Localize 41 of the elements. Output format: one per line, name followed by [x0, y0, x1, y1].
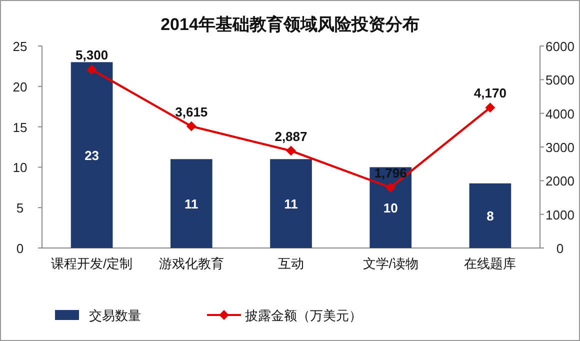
y-tick-label: 15	[12, 120, 28, 135]
data-label: 10	[383, 200, 398, 216]
data-label: 2,887	[274, 128, 308, 144]
data-label: 11	[284, 196, 298, 212]
bar	[70, 62, 113, 248]
y2-tick-label: 2000	[546, 174, 574, 189]
point	[386, 182, 396, 193]
data-label: 11	[184, 196, 198, 212]
bar	[170, 159, 212, 248]
x-tick-label: 课程开发/定制	[50, 256, 133, 271]
y2-tick-label: 1000	[546, 207, 574, 222]
data-label: 8	[486, 208, 494, 224]
y-tick-label: 5	[16, 200, 24, 216]
chart-title: 2014年基础教育领域风险投资分布	[160, 14, 420, 34]
y-tick-label: 20	[12, 79, 28, 94]
y-tick-label: 10	[12, 160, 28, 176]
y2-tick-label: 5000	[546, 72, 574, 88]
x-tick-label: 在线题库	[464, 256, 516, 271]
data-label: 5,300	[76, 48, 108, 63]
data-label: 3,615	[175, 104, 208, 120]
point	[186, 121, 196, 132]
legend-label: 披露金额（万美元）	[245, 308, 362, 323]
y-tick-label: 0	[16, 241, 24, 256]
y2-tick-label: 3000	[546, 140, 574, 155]
point	[485, 102, 496, 113]
y-tick-label: 25	[12, 39, 28, 54]
y2-tick-label: 0	[556, 241, 564, 256]
bar	[370, 167, 412, 248]
data-label: 23	[84, 148, 100, 164]
bar	[469, 183, 512, 248]
x-tick-label: 文学/读物	[362, 256, 418, 271]
legend-label: 交易数量	[89, 308, 141, 323]
point	[286, 146, 296, 156]
y2-tick-label: 6000	[546, 39, 574, 54]
x-tick-label: 互动	[278, 256, 304, 271]
data-label: 4,170	[474, 86, 506, 101]
data-label: 1,796	[374, 166, 407, 181]
x-tick-label: 游戏化教育	[158, 256, 224, 271]
y2-tick-label: 4000	[546, 106, 574, 122]
point	[86, 64, 97, 75]
bar	[270, 159, 312, 248]
